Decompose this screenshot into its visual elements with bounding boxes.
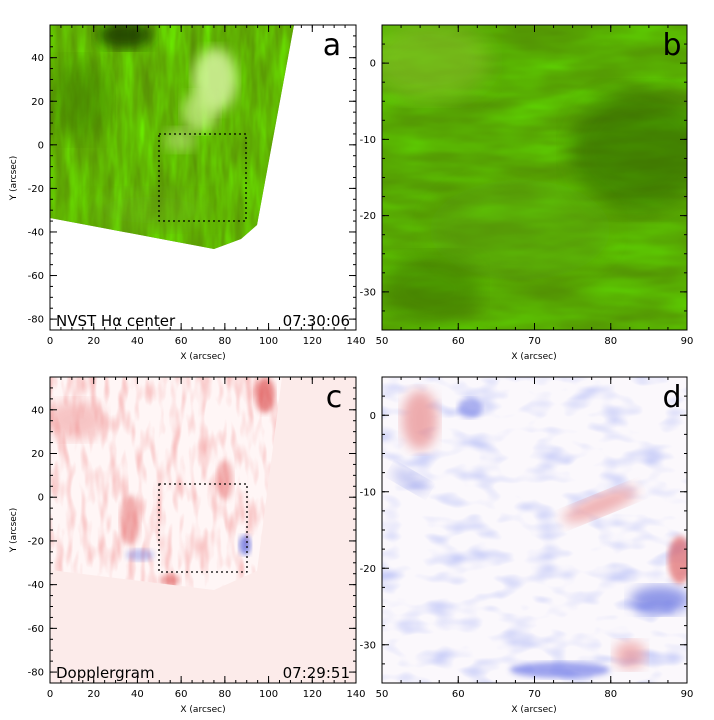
x-tick-label: 40 — [131, 689, 144, 700]
x-tick-label: 60 — [175, 336, 188, 347]
y-tick-label: -10 — [360, 487, 376, 498]
panel-d-xlabel: X (arcsec) — [511, 705, 556, 715]
panel-c-ticks — [49, 376, 357, 684]
x-tick-label: 100 — [259, 689, 278, 700]
x-tick-label: 80 — [218, 336, 231, 347]
y-tick-label: -80 — [28, 315, 44, 326]
x-tick-label: 90 — [681, 689, 694, 700]
panel-c-subregion-box — [158, 483, 248, 573]
x-tick-label: 20 — [87, 689, 100, 700]
y-tick-label: -40 — [28, 580, 44, 591]
x-tick-label: 120 — [303, 336, 322, 347]
x-tick-label: 0 — [47, 336, 53, 347]
panel-b-halpha-image — [382, 25, 687, 330]
y-tick-label: 40 — [31, 405, 44, 416]
panel-a-subregion-box — [158, 133, 247, 222]
panel-b-letter: b — [662, 28, 681, 63]
panel-a-caption-left: NVST Hα center — [56, 312, 176, 330]
y-tick-label: -10 — [360, 135, 376, 146]
panel-a-halpha-image — [50, 25, 294, 249]
y-tick-label: -30 — [360, 287, 376, 298]
x-tick-label: 140 — [346, 689, 365, 700]
y-tick-label: 20 — [31, 449, 44, 460]
x-tick-label: 60 — [452, 336, 465, 347]
y-tick-label: -20 — [360, 211, 376, 222]
panel-c-ylabel: Y (arcsec) — [9, 508, 19, 554]
y-tick-label: 20 — [31, 97, 44, 108]
x-tick-label: 80 — [604, 689, 617, 700]
x-tick-label: 90 — [681, 336, 694, 347]
panel-a-caption-right: 07:30:06 — [283, 312, 350, 330]
panel-c-caption-right: 07:29:51 — [283, 664, 350, 682]
panel-b: 50 60 70 80 90 -30 -20 -10 0 b X (arcsec) — [360, 24, 694, 362]
panel-c-letter: c — [326, 380, 343, 415]
x-tick-label: 60 — [452, 689, 465, 700]
panel-a-xlabel: X (arcsec) — [180, 352, 225, 362]
y-tick-label: -60 — [28, 271, 44, 282]
y-tick-label: -30 — [360, 640, 376, 651]
x-tick-label: 70 — [528, 336, 541, 347]
panel-b-ticks — [381, 24, 688, 331]
panel-c-xlabel: X (arcsec) — [180, 705, 225, 715]
y-tick-label: 0 — [370, 411, 376, 422]
x-tick-label: 50 — [376, 689, 389, 700]
panel-d-ticks — [381, 376, 688, 684]
x-tick-label: 0 — [47, 689, 53, 700]
panel-c-tick-labels: 0 20 40 60 80 100 120 140 -80 -60 -40 -20 0 20 40 — [28, 405, 366, 700]
panel-d-letter: d — [662, 380, 681, 415]
panel-a-ylabel: Y (arcsec) — [9, 156, 19, 202]
y-tick-label: -60 — [28, 624, 44, 635]
panel-d-tick-labels: 50 60 70 80 90 -30 -20 -10 0 — [360, 411, 694, 700]
y-tick-label: -80 — [28, 668, 44, 679]
x-tick-label: 50 — [376, 336, 389, 347]
x-tick-label: 140 — [346, 336, 365, 347]
panel-d: 50 60 70 80 90 -30 -20 -10 0 d X (arcsec) — [360, 376, 694, 715]
x-tick-label: 100 — [259, 336, 278, 347]
x-tick-label: 120 — [303, 689, 322, 700]
panel-b-tick-labels: 50 60 70 80 90 -30 -20 -10 0 — [360, 59, 694, 347]
y-tick-label: -40 — [28, 227, 44, 238]
panel-d-doppler-image — [382, 377, 687, 683]
x-tick-label: 60 — [175, 689, 188, 700]
y-tick-label: 0 — [38, 493, 44, 504]
y-tick-label: 0 — [38, 140, 44, 151]
x-tick-label: 40 — [131, 336, 144, 347]
x-tick-label: 80 — [604, 336, 617, 347]
panel-c-doppler-image — [50, 377, 282, 590]
panel-c: 0 20 40 60 80 100 120 140 -80 -60 -40 -20 0 20 40 c Do… — [9, 376, 366, 715]
panel-a: 0 20 40 60 80 100 120 140 -80 -60 -40 -20 0 20 40 a NV… — [9, 24, 366, 362]
x-tick-label: 80 — [218, 689, 231, 700]
y-tick-label: 40 — [31, 53, 44, 64]
panel-b-xlabel: X (arcsec) — [511, 352, 556, 362]
y-tick-label: -20 — [28, 536, 44, 547]
y-tick-label: -20 — [28, 184, 44, 195]
x-tick-label: 70 — [528, 689, 541, 700]
panel-a-tick-labels: 0 20 40 60 80 100 120 140 -80 -60 -40 -20 0 20 40 — [28, 53, 366, 347]
y-tick-label: 0 — [370, 59, 376, 70]
panel-a-letter: a — [323, 28, 341, 63]
panel-a-ticks — [49, 24, 357, 331]
x-tick-label: 20 — [87, 336, 100, 347]
y-tick-label: -20 — [360, 564, 376, 575]
panel-c-caption-left: Dopplergram — [56, 664, 155, 682]
